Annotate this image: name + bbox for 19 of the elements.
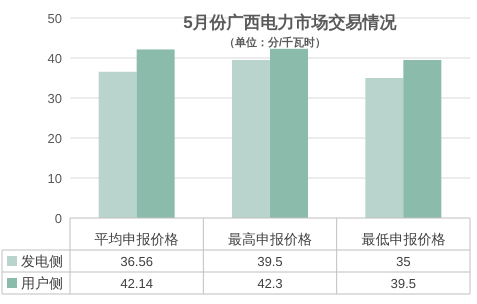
data-label: 42.14 <box>120 276 153 291</box>
data-label: 35 <box>396 254 411 269</box>
y-tick-label: 30 <box>48 91 62 106</box>
legend-label: 用户侧 <box>21 275 63 291</box>
data-label: 36.56 <box>120 254 153 269</box>
y-tick-label: 50 <box>48 11 62 26</box>
chart-title: 5月份广西电力市场交易情况 <box>183 13 398 32</box>
x-tick-label: 平均申报价格 <box>94 231 179 247</box>
legend-label: 发电侧 <box>21 253 63 269</box>
y-tick-label: 10 <box>48 171 62 186</box>
data-label: 39.5 <box>257 254 283 269</box>
y-tick-label: 0 <box>54 211 62 226</box>
text: （单位：分/千瓦时） <box>224 36 326 49</box>
y-tick-label: 40 <box>48 51 62 66</box>
data-label: 42.3 <box>257 276 283 291</box>
y-tick-label: 20 <box>48 131 62 146</box>
x-tick-label: 最高申报价格 <box>228 231 312 247</box>
data-label: 39.5 <box>390 276 416 291</box>
x-tick-label: 最低申报价格 <box>361 231 446 247</box>
